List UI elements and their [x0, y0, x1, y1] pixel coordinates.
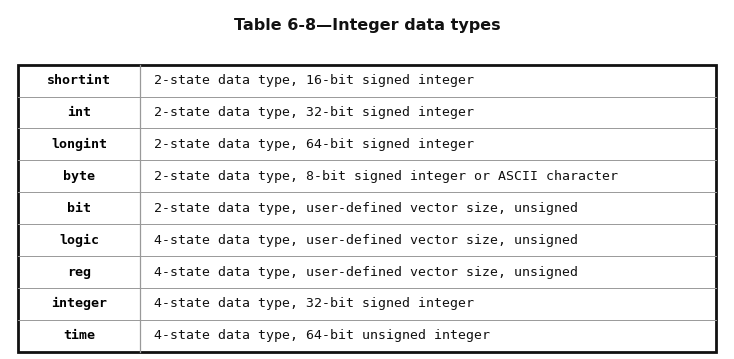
Bar: [18, 65, 716, 352]
Text: 4-state data type, user-defined vector size, unsigned: 4-state data type, user-defined vector s…: [153, 234, 578, 247]
Text: 2-state data type, user-defined vector size, unsigned: 2-state data type, user-defined vector s…: [153, 202, 578, 215]
Text: 4-state data type, 32-bit signed integer: 4-state data type, 32-bit signed integer: [153, 298, 473, 311]
Text: integer: integer: [51, 297, 107, 311]
Text: reg: reg: [68, 266, 91, 279]
Text: 4-state data type, 64-bit unsigned integer: 4-state data type, 64-bit unsigned integ…: [153, 329, 490, 342]
Text: 4-state data type, user-defined vector size, unsigned: 4-state data type, user-defined vector s…: [153, 266, 578, 279]
Text: byte: byte: [63, 170, 95, 183]
Text: longint: longint: [51, 138, 107, 151]
Text: 2-state data type, 32-bit signed integer: 2-state data type, 32-bit signed integer: [153, 106, 473, 119]
Text: logic: logic: [59, 234, 99, 247]
Text: int: int: [68, 106, 91, 119]
Text: bit: bit: [68, 202, 91, 215]
Text: time: time: [63, 329, 95, 342]
Text: shortint: shortint: [48, 74, 112, 87]
Text: 2-state data type, 64-bit signed integer: 2-state data type, 64-bit signed integer: [153, 138, 473, 151]
Text: 2-state data type, 8-bit signed integer or ASCII character: 2-state data type, 8-bit signed integer …: [153, 170, 617, 183]
Text: Table 6-8—Integer data types: Table 6-8—Integer data types: [233, 18, 501, 33]
Text: 2-state data type, 16-bit signed integer: 2-state data type, 16-bit signed integer: [153, 74, 473, 87]
